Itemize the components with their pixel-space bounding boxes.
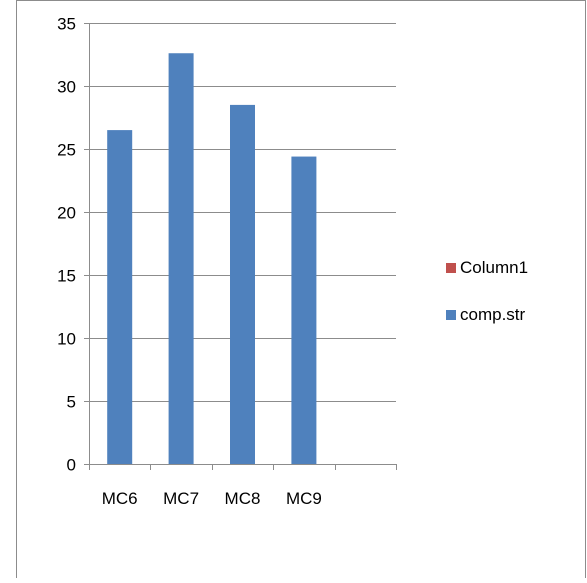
legend-swatch-comp-str <box>446 310 456 320</box>
x-tick-label: MC8 <box>225 489 261 508</box>
y-tick-label: 15 <box>57 267 76 286</box>
legend-swatch-column1 <box>446 263 456 273</box>
x-tick-labels: MC6 MC7 MC8 MC9 <box>102 489 322 508</box>
y-tick-label: 35 <box>57 15 76 34</box>
y-tick-labels: 0 5 10 15 20 25 30 35 <box>57 15 76 475</box>
y-tick-label: 5 <box>67 393 76 412</box>
legend-label-comp-str: comp.str <box>460 305 526 324</box>
x-tick-label: MC6 <box>102 489 138 508</box>
legend-label-column1: Column1 <box>460 258 528 277</box>
chart-border <box>16 0 586 583</box>
x-tick-label: MC7 <box>163 489 199 508</box>
axes <box>84 23 397 470</box>
bar-mc7 <box>168 53 194 465</box>
bar-mc9 <box>291 156 317 464</box>
bars <box>107 53 317 465</box>
bar-mc8 <box>230 104 255 465</box>
y-tick-label: 0 <box>67 456 76 475</box>
y-tick-label: 30 <box>57 78 76 97</box>
y-tick-label: 20 <box>57 204 76 223</box>
bar-mc6 <box>107 130 133 464</box>
y-tick-label: 25 <box>57 141 76 160</box>
x-tick-label: MC9 <box>286 489 322 508</box>
y-tick-label: 10 <box>57 330 76 349</box>
legend: Column1 comp.str <box>446 258 528 324</box>
